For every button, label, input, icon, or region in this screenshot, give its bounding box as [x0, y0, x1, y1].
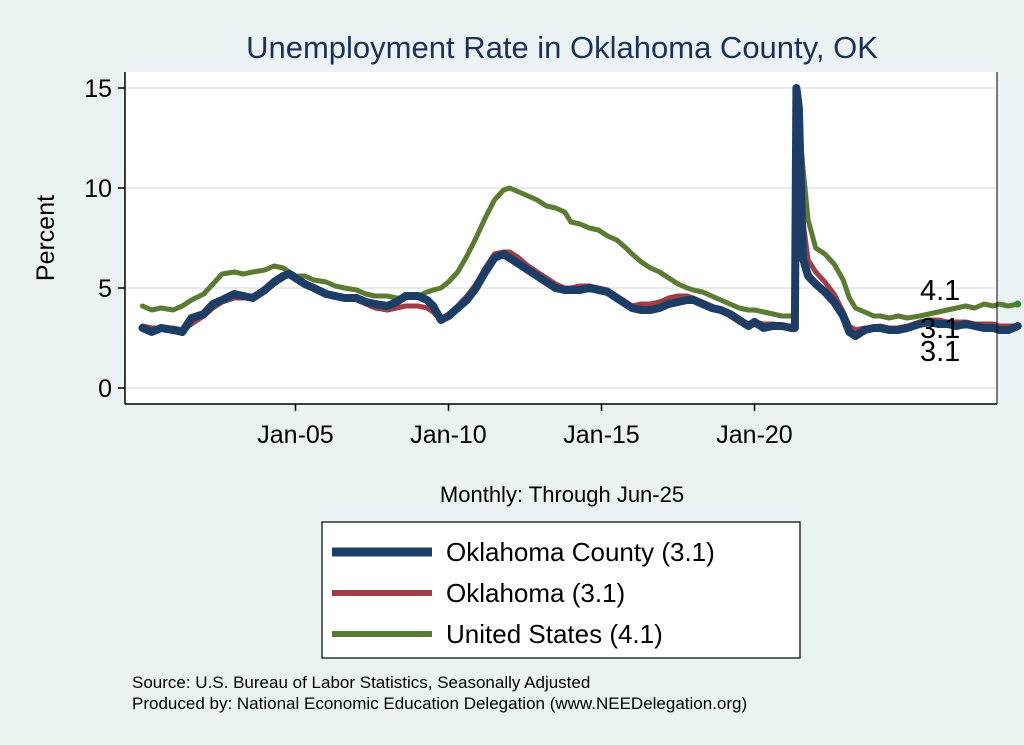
legend-label: Oklahoma County (3.1): [446, 537, 715, 567]
y-tick-label: 10: [84, 175, 112, 203]
x-tick-label: Jan-05: [257, 421, 333, 449]
produced-by-note: Produced by: National Economic Education…: [132, 694, 747, 713]
series-layer: [138, 84, 1022, 340]
plot-area: [125, 72, 997, 404]
end-labels: 3.13.1 4.1: [920, 275, 960, 368]
source-note: Source: U.S. Bureau of Labor Statistics,…: [132, 673, 590, 692]
series-line-0: [138, 84, 1022, 340]
y-tick-label: 15: [84, 75, 112, 103]
end-value-label: 3.1: [920, 313, 960, 345]
series-line-2: [140, 91, 1021, 321]
y-axis-title: Percent: [32, 195, 60, 281]
x-axis-title: Monthly: Through Jun-25: [440, 482, 684, 507]
x-tick-label: Jan-15: [563, 421, 639, 449]
chart-title: Unemployment Rate in Oklahoma County, OK: [246, 30, 878, 65]
series-end-marker: [1014, 300, 1022, 308]
legend-label: Oklahoma (3.1): [446, 578, 625, 608]
legend: Oklahoma County (3.1) Oklahoma (3.1) Unite…: [321, 521, 801, 659]
x-tick-label: Jan-20: [716, 421, 792, 449]
end-value-label: 4.1: [920, 275, 960, 307]
y-ticks: 0 5 10 15: [84, 75, 125, 403]
x-tick-label: Jan-10: [410, 421, 486, 449]
y-tick-label: 0: [98, 375, 112, 403]
legend-label: United States (4.1): [446, 619, 663, 649]
y-tick-label: 5: [98, 275, 112, 303]
x-ticks: Jan-05 Jan-10 Jan-15 Jan-20: [257, 404, 793, 449]
end-value-label: 3.1: [920, 336, 960, 368]
